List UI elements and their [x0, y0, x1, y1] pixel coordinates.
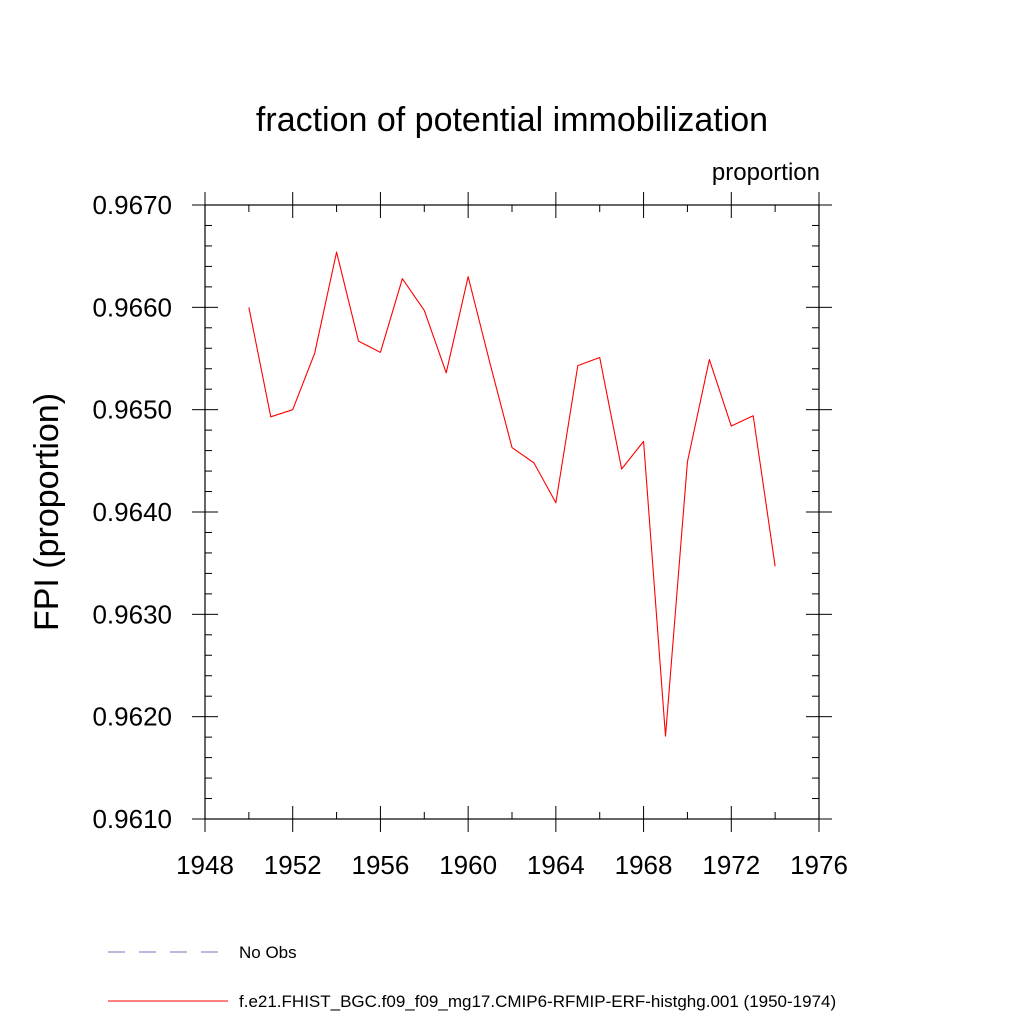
plot-frame — [204, 204, 820, 820]
y-tick-label: 0.9620 — [92, 702, 172, 732]
x-tick-label: 1956 — [352, 850, 410, 880]
y-tick-label: 0.9650 — [92, 395, 172, 425]
data-series-line — [248, 251, 776, 737]
x-tick-label: 1948 — [176, 850, 234, 880]
legend: No Obs f.e21.FHIST_BGC.f09_f09_mg17.CMIP6… — [108, 943, 836, 1011]
tick-labels: 1948 1952 1956 1960 1964 1968 1972 1976 0.9610 0.… — [92, 190, 847, 880]
x-tick-label: 1964 — [527, 850, 585, 880]
y-tick-label: 0.9610 — [92, 804, 172, 834]
x-tick-label: 1952 — [264, 850, 322, 880]
legend-label-0: No Obs — [239, 943, 297, 962]
y-axis-label: FPI (proportion) — [28, 393, 66, 631]
y-tick-label: 0.9660 — [92, 292, 172, 322]
ticks — [192, 192, 832, 832]
y-tick-label: 0.9670 — [92, 190, 172, 220]
x-tick-label: 1972 — [702, 850, 760, 880]
y-tick-label: 0.9640 — [92, 497, 172, 527]
x-tick-label: 1960 — [439, 850, 497, 880]
series — [248, 251, 776, 737]
legend-label-1: f.e21.FHIST_BGC.f09_f09_mg17.CMIP6-RFMIP… — [239, 992, 836, 1011]
units-label: proportion — [712, 159, 820, 186]
chart-title: fraction of potential immobilization — [256, 101, 768, 139]
x-tick-label: 1968 — [615, 850, 673, 880]
y-tick-label: 0.9630 — [92, 599, 172, 629]
x-tick-label: 1976 — [790, 850, 848, 880]
